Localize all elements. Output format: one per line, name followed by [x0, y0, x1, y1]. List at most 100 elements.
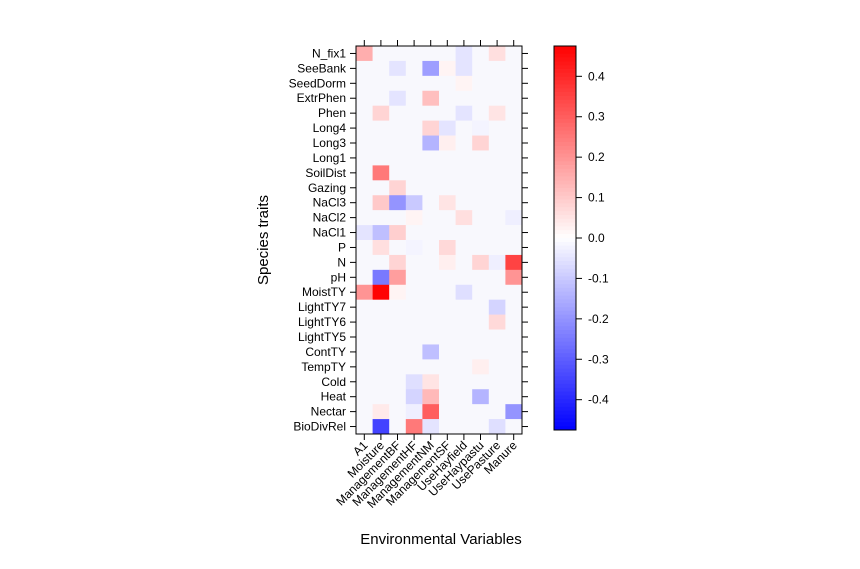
colorbar-segment	[554, 334, 576, 339]
y-tick-label: N_fix1	[312, 46, 346, 60]
heatmap-cell	[472, 135, 490, 151]
heatmap-cell	[472, 269, 490, 286]
heatmap-cell	[455, 344, 473, 360]
heatmap-cell	[356, 389, 373, 405]
heatmap-cell	[405, 225, 423, 241]
heatmap-cell	[356, 225, 373, 241]
y-tick-label: MoistTY	[302, 285, 346, 299]
colorbar-segment	[554, 291, 576, 296]
colorbar-segment	[554, 399, 576, 404]
heatmap-cell	[405, 254, 423, 271]
heatmap-cell	[422, 299, 440, 315]
colorbar-segment	[554, 76, 576, 81]
heatmap-cell	[372, 299, 390, 315]
heatmap-cell	[389, 344, 407, 360]
heatmap-cell	[356, 240, 373, 256]
heatmap-cell	[422, 240, 440, 256]
heatmap-cell	[439, 269, 456, 286]
colorbar-segment	[554, 207, 576, 212]
heatmap-cell	[422, 359, 440, 375]
colorbar-segment	[554, 360, 576, 366]
heatmap-cell	[488, 404, 506, 420]
heatmap-cell	[356, 120, 373, 136]
heatmap-cell	[389, 404, 407, 420]
heatmap-cell	[389, 195, 407, 211]
y-tick-label: N	[337, 255, 346, 269]
heatmap-cell	[422, 60, 440, 77]
colorbar-segment	[554, 387, 576, 392]
heatmap-cell	[389, 314, 407, 330]
heatmap-cell	[372, 225, 390, 241]
heatmap-cell	[488, 165, 506, 181]
heatmap-cell	[389, 120, 407, 136]
heatmap-cell	[439, 165, 456, 181]
colorbar-segment	[554, 72, 576, 78]
heatmap-cell	[488, 284, 506, 300]
heatmap-cell	[405, 344, 423, 360]
colorbar-segment	[554, 372, 576, 377]
heatmap-cell	[472, 90, 490, 106]
heatmap-cell	[356, 60, 373, 77]
y-tick-label: SeeBank	[297, 61, 347, 75]
colorbar-segment	[554, 99, 576, 104]
colorbar-segment	[554, 234, 576, 239]
heatmap-cell	[472, 374, 490, 390]
y-tick-label: Cold	[321, 375, 346, 389]
colorbar-segment	[554, 345, 576, 350]
y-tick-label: ContTY	[305, 345, 346, 359]
heatmap-cell	[439, 135, 456, 151]
heatmap-cell	[405, 90, 423, 106]
heatmap-cell	[405, 135, 423, 151]
heatmap-cell	[356, 150, 373, 166]
heatmap-cell	[372, 269, 390, 286]
colorbar-segment	[554, 341, 576, 346]
heatmap-cell	[488, 225, 506, 241]
heatmap-cell	[372, 120, 390, 136]
heatmap-cell	[405, 419, 423, 435]
heatmap-cell	[472, 46, 490, 62]
heatmap-cell	[439, 359, 456, 375]
heatmap-cell	[505, 46, 523, 62]
colorbar-tick-label: -0.1	[588, 271, 609, 285]
heatmap-cell	[422, 374, 440, 390]
heatmap-cell	[405, 329, 423, 345]
colorbar-segment	[554, 122, 576, 128]
heatmap-cell	[422, 150, 440, 166]
heatmap-cell	[488, 269, 506, 286]
heatmap-cell	[356, 269, 373, 286]
colorbar-segment	[554, 211, 576, 216]
heatmap-cell	[455, 135, 473, 151]
heatmap-cell	[422, 419, 440, 435]
colorbar-segment	[554, 326, 576, 331]
y-tick-label: P	[338, 240, 346, 254]
heatmap-cell	[455, 75, 473, 92]
heatmap-cell	[472, 225, 490, 241]
heatmap-cell	[372, 240, 390, 256]
heatmap-cell	[372, 210, 390, 226]
heatmap-cell	[472, 299, 490, 315]
colorbar-segment	[554, 157, 576, 162]
heatmap-cell	[439, 374, 456, 390]
heatmap-cell	[505, 269, 523, 286]
colorbar-tick-label: 0.2	[588, 150, 605, 164]
heatmap-cell	[422, 105, 440, 121]
heatmap-cell	[389, 299, 407, 315]
colorbar-segment	[554, 395, 576, 400]
heatmap-cell	[455, 240, 473, 256]
heatmap-cell	[389, 60, 407, 77]
heatmap-cell	[422, 314, 440, 330]
colorbar-segment	[554, 191, 576, 197]
colorbar-segment	[554, 380, 576, 385]
heatmap-cell	[488, 299, 506, 315]
colorbar-segment	[554, 111, 576, 116]
heatmap-cell	[472, 240, 490, 256]
heatmap-cell	[505, 329, 523, 345]
colorbar-segment	[554, 195, 576, 200]
colorbar-segment	[554, 284, 576, 289]
colorbar-segment	[554, 414, 576, 419]
heatmap-cell	[422, 269, 440, 286]
heatmap-cell	[505, 165, 523, 181]
heatmap-cell	[455, 60, 473, 77]
x-axis-title: Environmental Variables	[360, 531, 521, 548]
heatmap-cell	[422, 344, 440, 360]
